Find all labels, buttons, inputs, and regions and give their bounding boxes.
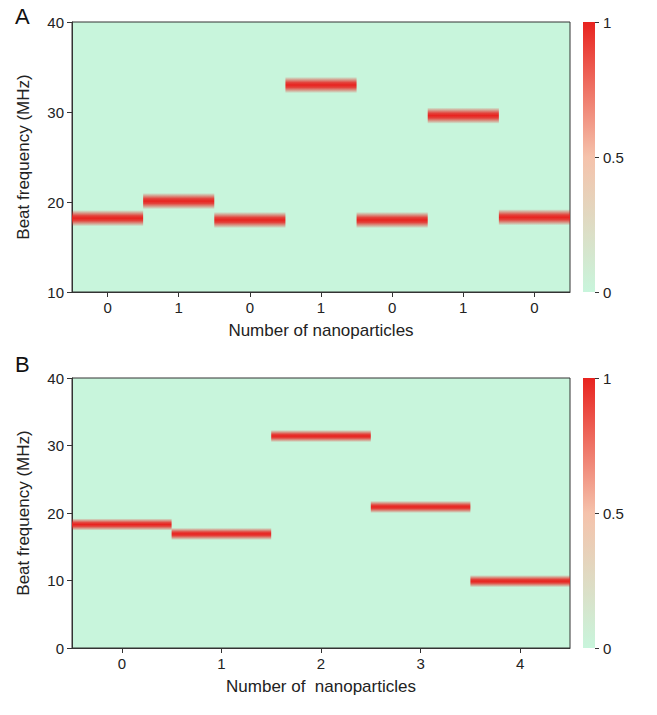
svg-text:30: 30 [47,437,64,454]
svg-text:0: 0 [118,655,126,672]
svg-text:0: 0 [603,640,611,657]
svg-text:Number of nanoparticles: Number of nanoparticles [226,677,416,696]
svg-text:1: 1 [217,655,225,672]
svg-text:0: 0 [103,299,111,316]
svg-text:Beat frequency (MHz): Beat frequency (MHz) [14,74,33,239]
svg-text:10: 10 [47,284,64,301]
svg-text:0.5: 0.5 [603,505,624,522]
svg-text:20: 20 [47,505,64,522]
svg-text:1: 1 [317,299,325,316]
svg-text:1: 1 [459,299,467,316]
svg-text:4: 4 [516,655,524,672]
svg-text:0.5: 0.5 [603,149,624,166]
svg-text:3: 3 [416,655,424,672]
svg-text:40: 40 [47,370,64,387]
svg-text:10: 10 [47,572,64,589]
svg-text:1: 1 [175,299,183,316]
svg-text:20: 20 [47,194,64,211]
svg-text:Beat frequency (MHz): Beat frequency (MHz) [14,430,33,595]
svg-text:0: 0 [530,299,538,316]
svg-text:Number of nanoparticles: Number of nanoparticles [228,321,413,340]
svg-text:0: 0 [56,640,64,657]
svg-text:1: 1 [603,370,611,387]
svg-text:40: 40 [47,14,64,31]
svg-text:B: B [15,352,30,377]
svg-text:2: 2 [317,655,325,672]
svg-text:1: 1 [603,14,611,31]
svg-text:30: 30 [47,104,64,121]
svg-text:0: 0 [388,299,396,316]
svg-text:0: 0 [246,299,254,316]
svg-text:A: A [15,4,30,29]
svg-text:0: 0 [603,284,611,301]
